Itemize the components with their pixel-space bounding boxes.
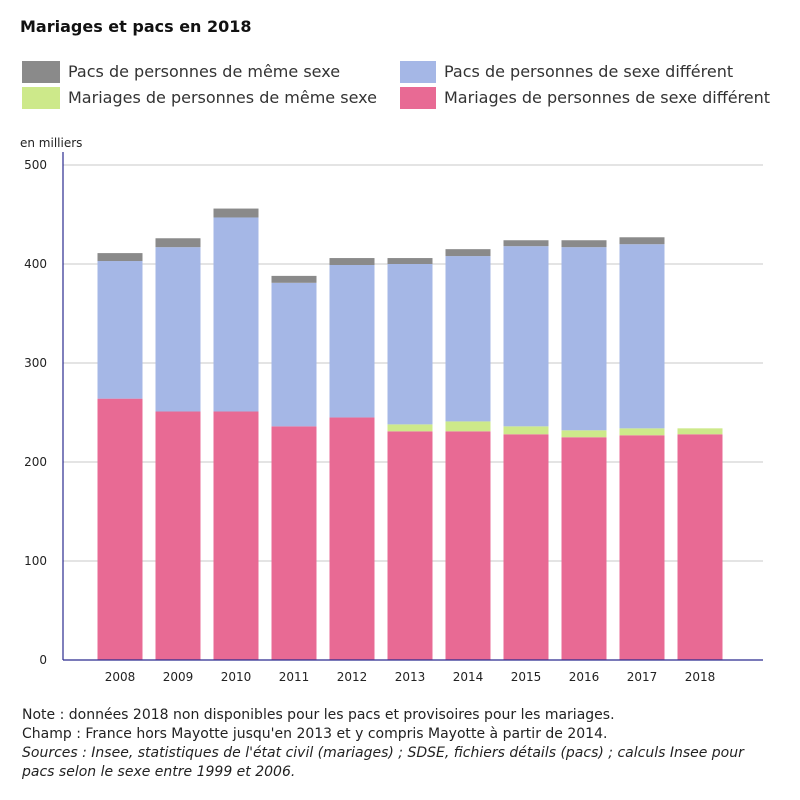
bar-2012-mariages-sexe-different	[329, 417, 375, 660]
bar-2011-mariages-sexe-different	[271, 426, 317, 660]
bar-2016-pacs-meme-sexe	[561, 240, 607, 248]
bar-stack-2014	[445, 249, 491, 660]
y-tick-label: 500	[24, 158, 47, 172]
y-tick-label: 400	[24, 257, 47, 271]
bar-2014-mariages-meme-sexe	[445, 421, 491, 432]
chart-notes: Note : données 2018 non disponibles pour…	[22, 706, 800, 782]
legend-swatch	[400, 87, 436, 109]
bar-2014-pacs-sexe-different	[445, 256, 491, 422]
bar-stack-2016	[561, 240, 607, 660]
legend-swatch	[22, 61, 60, 83]
bar-stack-2009	[155, 238, 201, 660]
bar-2017-pacs-sexe-different	[619, 244, 665, 429]
champ-line: Champ : France hors Mayotte jusqu'en 201…	[22, 726, 608, 742]
bar-2014-pacs-meme-sexe	[445, 249, 491, 257]
bar-stack-2015	[503, 240, 549, 660]
note-line: Note : données 2018 non disponibles pour…	[22, 707, 615, 723]
bar-2015-mariages-sexe-different	[503, 434, 549, 660]
bar-stack-2010	[213, 208, 259, 660]
y-tick-label: 100	[24, 554, 47, 568]
legend-label: Mariages de personnes de sexe différent	[444, 88, 771, 107]
bar-2012-pacs-meme-sexe	[329, 258, 375, 265]
legend-label: Pacs de personnes de même sexe	[68, 62, 341, 81]
bar-2015-mariages-meme-sexe	[503, 426, 549, 435]
x-tick-label: 2018	[685, 670, 716, 684]
x-tick-labels: 2008 2009 2010 2011 2012 2013 2014 2015 2016 2017…	[105, 670, 716, 684]
y-tick-label: 300	[24, 356, 47, 370]
y-tick-labels: 0 100 200 300 400 500	[24, 158, 47, 667]
legend-item-pacs-meme-sexe: Pacs de personnes de même sexe	[22, 61, 340, 83]
y-tick-label: 200	[24, 455, 47, 469]
legend-swatch	[400, 61, 436, 83]
bar-2008-mariages-sexe-different	[97, 398, 143, 660]
bars	[97, 208, 723, 660]
bar-2013-mariages-sexe-different	[387, 431, 433, 660]
stacked-bar-chart: 0 100 200 300 400 500 2008 2009 2010 2011 2012 201…	[24, 152, 763, 684]
bar-2017-mariages-meme-sexe	[619, 428, 665, 436]
bar-2008-pacs-meme-sexe	[97, 253, 143, 262]
bar-stack-2018	[677, 428, 723, 660]
sources-line: Sources : Insee, statistiques de l'état …	[22, 745, 744, 761]
x-tick-label: 2012	[337, 670, 368, 684]
bar-2013-mariages-meme-sexe	[387, 424, 433, 432]
bar-stack-2011	[271, 275, 317, 660]
x-tick-label: 2009	[163, 670, 194, 684]
bar-2016-mariages-meme-sexe	[561, 430, 607, 438]
y-axis-unit-label: en milliers	[20, 136, 83, 150]
legend-swatch	[22, 87, 60, 109]
bar-stack-2012	[329, 258, 375, 660]
bar-2015-pacs-meme-sexe	[503, 240, 549, 247]
x-tick-label: 2013	[395, 670, 426, 684]
bar-2012-pacs-sexe-different	[329, 264, 375, 418]
chart-title: Mariages et pacs en 2018	[20, 17, 252, 36]
x-tick-label: 2015	[511, 670, 542, 684]
x-tick-label: 2017	[627, 670, 658, 684]
legend-item-pacs-sexe-different: Pacs de personnes de sexe différent	[400, 61, 733, 83]
bar-2010-pacs-meme-sexe	[213, 208, 259, 218]
legend-label: Pacs de personnes de sexe différent	[444, 62, 734, 81]
axes	[62, 152, 763, 661]
bar-2011-pacs-meme-sexe	[271, 275, 317, 283]
bar-2009-pacs-sexe-different	[155, 247, 201, 412]
bar-stack-2008	[97, 253, 143, 660]
bar-stack-2017	[619, 237, 665, 660]
x-tick-label: 2011	[279, 670, 310, 684]
x-tick-label: 2010	[221, 670, 252, 684]
bar-2010-pacs-sexe-different	[213, 217, 259, 412]
bar-2010-mariages-sexe-different	[213, 411, 259, 660]
bar-2015-pacs-sexe-different	[503, 246, 549, 427]
bar-2008-pacs-sexe-different	[97, 261, 143, 399]
x-tick-label: 2008	[105, 670, 136, 684]
legend-label: Mariages de personnes de même sexe	[68, 88, 377, 107]
bar-2014-mariages-sexe-different	[445, 431, 491, 660]
bar-2011-pacs-sexe-different	[271, 282, 317, 427]
legend-item-mariages-sexe-different: Mariages de personnes de sexe différent	[400, 87, 770, 109]
x-tick-label: 2014	[453, 670, 484, 684]
bar-2016-mariages-sexe-different	[561, 437, 607, 660]
sources-line-continued: pacs selon le sexe entre 1999 et 2006.	[22, 764, 296, 780]
bar-2018-mariages-sexe-different	[677, 434, 723, 660]
bar-2009-pacs-meme-sexe	[155, 238, 201, 248]
y-tick-label: 0	[39, 653, 47, 667]
x-tick-label: 2016	[569, 670, 600, 684]
bar-2018-mariages-meme-sexe	[677, 428, 723, 435]
bar-2017-mariages-sexe-different	[619, 435, 665, 660]
bar-2013-pacs-sexe-different	[387, 264, 433, 425]
bar-2017-pacs-meme-sexe	[619, 237, 665, 245]
bar-2009-mariages-sexe-different	[155, 411, 201, 660]
legend-item-mariages-meme-sexe: Mariages de personnes de même sexe	[22, 87, 377, 109]
bar-stack-2013	[387, 258, 433, 660]
bar-2013-pacs-meme-sexe	[387, 258, 433, 264]
bar-2016-pacs-sexe-different	[561, 247, 607, 431]
